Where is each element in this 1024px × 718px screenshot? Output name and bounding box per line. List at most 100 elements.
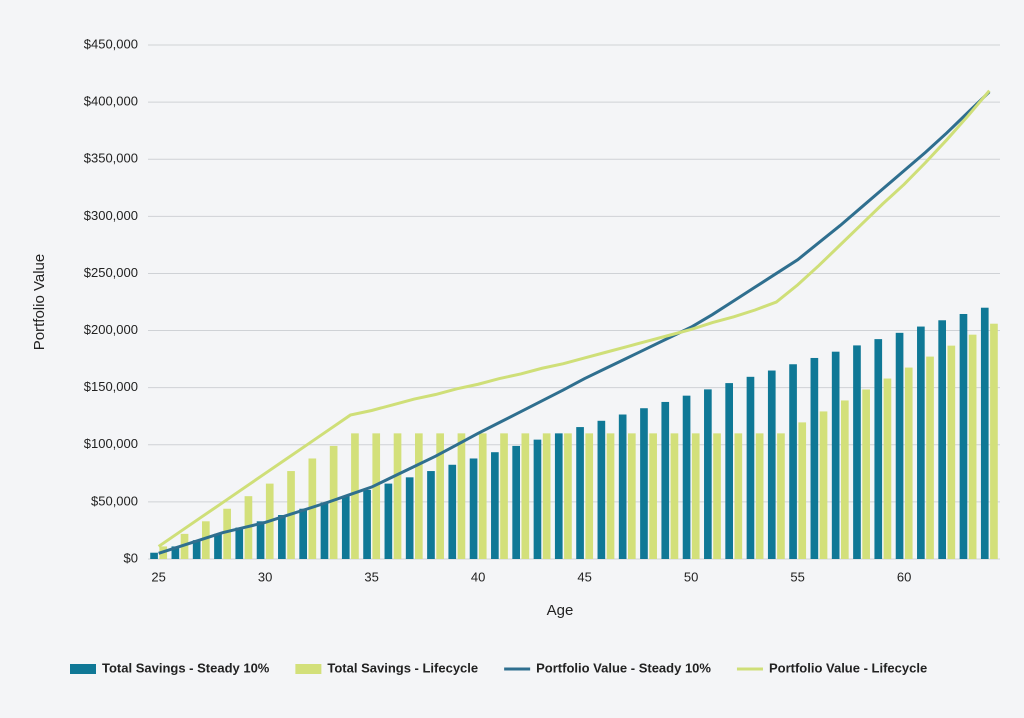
bar [351, 433, 359, 559]
bar [372, 433, 381, 559]
bar [767, 370, 776, 559]
y-tick-label: $250,000 [84, 265, 138, 280]
x-tick-label: 55 [790, 569, 804, 584]
legend-label: Total Savings - Lifecycle [327, 660, 478, 675]
line [158, 90, 991, 555]
bar [299, 508, 307, 559]
bar [329, 445, 338, 559]
y-tick-label: $300,000 [84, 208, 138, 223]
bar [926, 356, 934, 559]
y-tick-label: $50,000 [91, 493, 138, 508]
bar [691, 433, 700, 559]
bar [734, 433, 743, 559]
bar [521, 433, 530, 559]
legend-label: Portfolio Value - Lifecycle [769, 660, 927, 675]
y-axis-label: Portfolio Value [31, 254, 48, 350]
bar [798, 422, 807, 559]
bar [640, 408, 648, 559]
bar [469, 458, 478, 559]
bar [214, 533, 222, 559]
bar [670, 433, 679, 559]
bar [235, 527, 244, 559]
bar [427, 471, 435, 559]
bar [542, 433, 551, 559]
bar [980, 307, 989, 559]
bar [789, 364, 797, 559]
bar [576, 427, 584, 559]
y-tick-label: $450,000 [84, 36, 138, 51]
bar [777, 433, 785, 559]
y-tick-label: $200,000 [84, 322, 138, 337]
bar [384, 483, 393, 559]
bar [585, 433, 594, 559]
bar [500, 433, 508, 559]
bar [533, 439, 542, 559]
legend-swatch [295, 664, 322, 674]
bar [436, 433, 444, 559]
bar [755, 433, 764, 559]
bar [682, 395, 691, 559]
legend-label: Total Savings - Steady 10% [102, 660, 270, 675]
x-tick-label: 45 [577, 569, 591, 584]
bar [150, 552, 158, 559]
bar [618, 414, 627, 559]
bar [938, 320, 946, 559]
line [157, 89, 991, 548]
bar [192, 540, 201, 559]
bar [883, 378, 892, 559]
bar [853, 345, 861, 559]
bar [448, 464, 457, 559]
bar [606, 433, 615, 559]
x-tick-label: 35 [364, 569, 378, 584]
bar [968, 334, 977, 559]
bar [661, 401, 670, 559]
legend: Total Savings - Steady 10% Total Savings … [70, 660, 927, 675]
legend-label: Portfolio Value - Steady 10% [536, 660, 711, 675]
bar [725, 383, 733, 559]
bar [564, 433, 572, 559]
bar [746, 376, 755, 559]
bar [223, 508, 231, 559]
bar [457, 433, 466, 559]
bar [895, 332, 904, 559]
bar [874, 339, 883, 559]
bar [491, 452, 499, 559]
legend-swatch [70, 664, 96, 674]
bar [393, 433, 402, 559]
x-tick-label: 60 [897, 569, 911, 584]
bar [478, 433, 487, 559]
bar [649, 433, 657, 559]
bar [171, 546, 180, 559]
y-tick-label: $350,000 [84, 151, 138, 166]
bar [597, 420, 606, 559]
bar [512, 445, 520, 559]
bar [819, 411, 828, 559]
bar [256, 521, 265, 559]
bar [917, 326, 925, 559]
bar [278, 515, 286, 559]
bar [990, 323, 998, 559]
y-tick-label: $150,000 [84, 379, 138, 394]
bar [904, 367, 913, 559]
bar [713, 433, 721, 559]
bar [628, 433, 636, 559]
bar [831, 351, 840, 559]
bar [415, 433, 423, 559]
y-tick-label: $400,000 [84, 94, 138, 109]
y-tick-label: $100,000 [84, 436, 138, 451]
bar [862, 389, 870, 559]
bar [554, 433, 563, 559]
bar [704, 389, 712, 559]
bar [841, 400, 849, 559]
bar [810, 357, 819, 559]
y-tick-label: $0 [124, 550, 138, 565]
bar [947, 345, 956, 559]
x-tick-label: 50 [684, 569, 698, 584]
bar [405, 477, 414, 559]
bar [320, 502, 329, 559]
bar [341, 496, 350, 559]
x-axis-label: Age [547, 602, 574, 619]
x-tick-label: 30 [258, 569, 272, 584]
bar [363, 489, 371, 559]
